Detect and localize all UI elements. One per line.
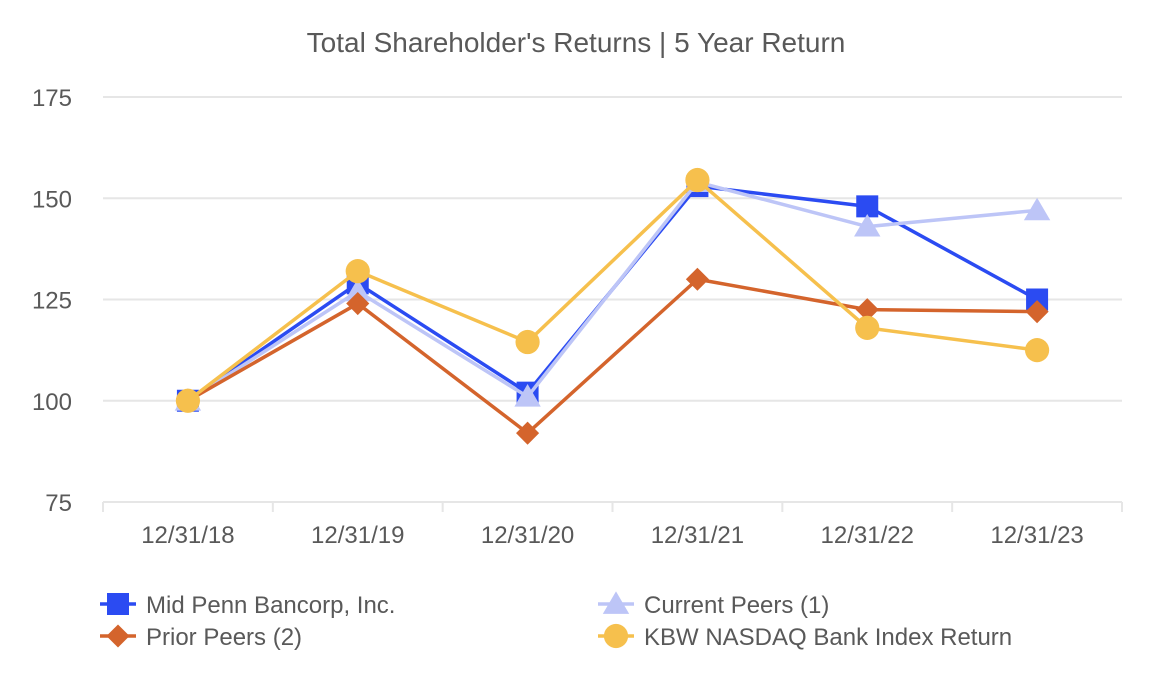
x-axis-ticks: 12/31/18 12/31/19 12/31/20 12/31/21 12/31/22…: [102, 502, 1123, 549]
legend-item: KBW NASDAQ Bank Index Return: [598, 623, 1012, 651]
data-point-diamond: [346, 292, 370, 316]
data-point-square: [1026, 288, 1049, 311]
data-point-triangle: [514, 384, 541, 407]
series-lines: [174, 167, 1051, 445]
data-point-triangle: [1023, 197, 1051, 221]
legend-item: Current Peers (1): [598, 591, 829, 619]
data-point-circle: [685, 167, 710, 193]
data-point-circle: [345, 259, 370, 284]
data-point-circle: [1024, 338, 1050, 363]
series-mid-penn-bancorp-inc: [176, 175, 1049, 412]
series-current-peers-1: [174, 169, 1051, 411]
gridlines: [103, 96, 1122, 503]
legend-marker-circle: [603, 623, 629, 649]
data-point-square: [856, 195, 879, 218]
series-line: [186, 184, 1038, 403]
x-tick-label: 12/31/18: [141, 522, 234, 549]
data-point-triangle: [344, 278, 371, 302]
legend-marker-diamond: [106, 624, 130, 648]
x-tick-label: 12/31/20: [481, 522, 574, 549]
data-point-circle: [855, 315, 880, 340]
y-tick-label: 175: [32, 85, 72, 112]
legend-marker-triangle: [602, 591, 630, 614]
data-point-diamond: [516, 421, 540, 445]
y-tick-label: 100: [32, 389, 72, 416]
legend-marker-square: [107, 593, 129, 615]
data-point-diamond: [1025, 300, 1049, 324]
data-point-triangle: [854, 213, 881, 237]
legend-label: Current Peers (1): [644, 592, 829, 619]
data-point-circle: [515, 329, 540, 355]
y-tick-label: 150: [32, 186, 72, 213]
legend-label: Prior Peers (2): [146, 624, 302, 651]
x-tick-label: 12/31/22: [821, 522, 914, 549]
legend: Mid Penn Bancorp, Inc. Current Peers (1) P…: [100, 591, 1012, 651]
data-point-diamond: [855, 298, 879, 322]
x-tick-label: 12/31/19: [311, 522, 404, 549]
legend-item: Prior Peers (2): [100, 624, 302, 651]
legend-label: KBW NASDAQ Bank Index Return: [644, 624, 1012, 651]
series-kbw-nasdaq-bank-index-return: [175, 167, 1050, 413]
chart-title: Total Shareholder's Returns | 5 Year Ret…: [307, 27, 846, 58]
legend-label: Mid Penn Bancorp, Inc.: [146, 592, 395, 619]
y-tick-label: 125: [32, 288, 72, 315]
series-line: [187, 277, 1038, 435]
y-tick-label: 75: [45, 490, 72, 517]
series-line: [186, 180, 1038, 403]
x-tick-label: 12/31/23: [990, 522, 1083, 549]
series-prior-peers-2: [176, 267, 1049, 445]
y-axis-ticks: 75 100 125 150 175: [32, 85, 72, 517]
legend-item: Mid Penn Bancorp, Inc.: [100, 592, 395, 619]
data-point-diamond: [685, 267, 709, 291]
x-tick-label: 12/31/21: [651, 522, 744, 549]
data-point-circle: [175, 388, 201, 413]
series-line: [186, 178, 1038, 403]
